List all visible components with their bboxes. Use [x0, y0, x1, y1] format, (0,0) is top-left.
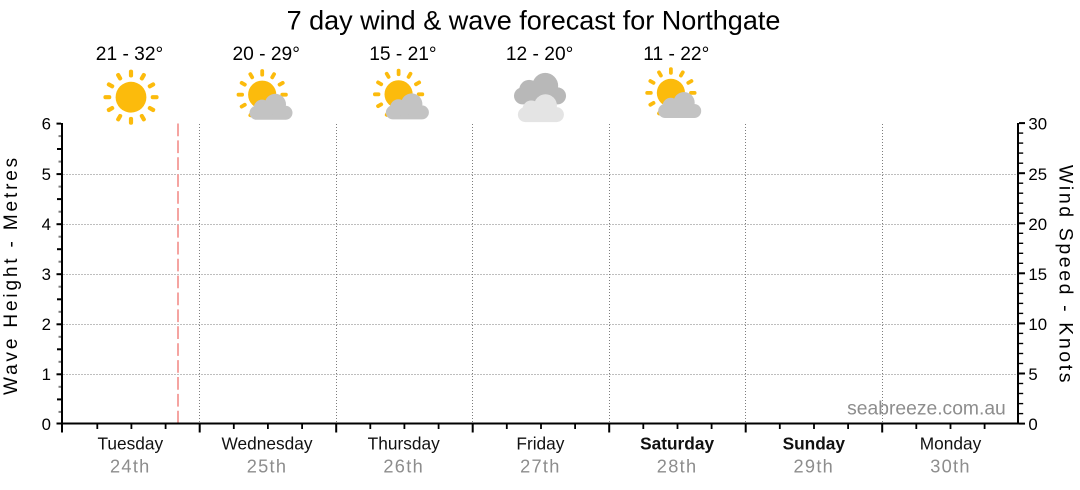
svg-text:4: 4 — [42, 215, 51, 234]
svg-text:6: 6 — [42, 114, 51, 133]
svg-text:Sunday: Sunday — [783, 433, 846, 453]
svg-text:Thursday: Thursday — [368, 433, 440, 453]
svg-text:0: 0 — [1028, 415, 1037, 434]
svg-text:Saturday: Saturday — [640, 433, 714, 453]
svg-text:20 - 29°: 20 - 29° — [232, 44, 299, 65]
svg-text:11 - 22°: 11 - 22° — [643, 44, 709, 65]
svg-text:0: 0 — [42, 415, 51, 434]
svg-text:5: 5 — [1028, 365, 1037, 384]
svg-text:seabreeze.com.au: seabreeze.com.au — [847, 398, 1006, 419]
svg-text:25: 25 — [1028, 165, 1047, 184]
svg-text:15 - 21°: 15 - 21° — [369, 44, 436, 65]
svg-text:Monday: Monday — [920, 433, 982, 453]
svg-text:3: 3 — [42, 265, 51, 284]
svg-text:5: 5 — [42, 165, 51, 184]
svg-text:10: 10 — [1028, 315, 1047, 334]
svg-text:26th: 26th — [383, 457, 424, 477]
svg-text:30: 30 — [1028, 114, 1047, 133]
svg-text:1: 1 — [42, 365, 51, 384]
svg-text:Friday: Friday — [516, 433, 564, 453]
svg-text:Wind Speed - Knots: Wind Speed - Knots — [1054, 165, 1076, 385]
svg-text:Wednesday: Wednesday — [222, 433, 313, 453]
svg-text:15: 15 — [1028, 265, 1047, 284]
svg-text:27th: 27th — [520, 457, 561, 477]
svg-text:28th: 28th — [657, 457, 698, 477]
svg-text:Wave Height - Metres: Wave Height - Metres — [1, 155, 22, 395]
svg-text:7 day wind & wave forecast for: 7 day wind & wave forecast for Northgate — [287, 6, 781, 36]
svg-text:2: 2 — [42, 315, 51, 334]
svg-text:12 - 20°: 12 - 20° — [506, 44, 573, 65]
svg-text:20: 20 — [1028, 215, 1047, 234]
svg-text:21 - 32°: 21 - 32° — [96, 44, 163, 65]
svg-text:Tuesday: Tuesday — [97, 433, 163, 453]
svg-text:24th: 24th — [110, 457, 151, 477]
svg-text:29th: 29th — [793, 457, 834, 477]
svg-text:30th: 30th — [930, 457, 971, 477]
svg-text:25th: 25th — [247, 457, 288, 477]
